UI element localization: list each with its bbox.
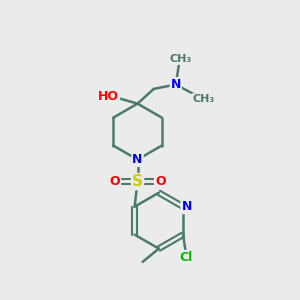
Text: N: N: [182, 200, 192, 213]
Text: CH₃: CH₃: [169, 54, 191, 64]
Text: O: O: [155, 175, 166, 188]
Text: N: N: [171, 78, 181, 91]
Text: HO: HO: [98, 90, 119, 103]
Text: N: N: [132, 153, 143, 166]
Text: CH₃: CH₃: [192, 94, 214, 104]
Text: Cl: Cl: [179, 251, 193, 264]
Text: O: O: [110, 175, 120, 188]
Text: S: S: [132, 174, 143, 189]
